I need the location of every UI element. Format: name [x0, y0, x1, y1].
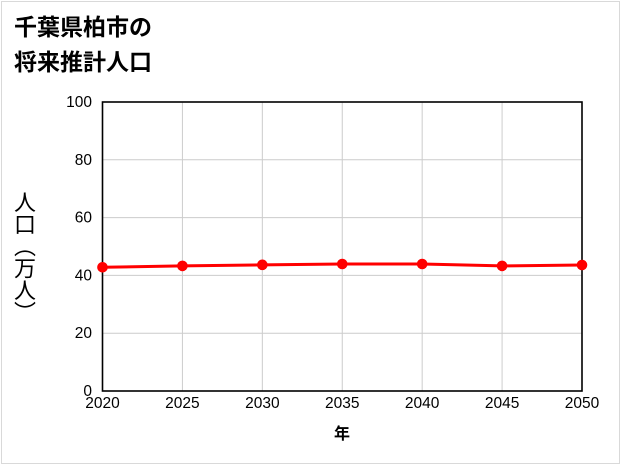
svg-text:2035: 2035 [325, 395, 359, 412]
svg-text:80: 80 [75, 152, 93, 169]
svg-text:2025: 2025 [165, 395, 199, 412]
svg-text:年: 年 [334, 420, 350, 444]
svg-text:100: 100 [66, 94, 92, 111]
svg-text:2050: 2050 [565, 395, 600, 412]
svg-text:60: 60 [75, 210, 93, 227]
svg-text:20: 20 [75, 325, 93, 342]
svg-text:2020: 2020 [85, 395, 120, 412]
svg-text:40: 40 [75, 267, 93, 284]
svg-text:2040: 2040 [405, 395, 440, 412]
svg-text:2045: 2045 [485, 395, 519, 412]
svg-text:2030: 2030 [245, 395, 280, 412]
